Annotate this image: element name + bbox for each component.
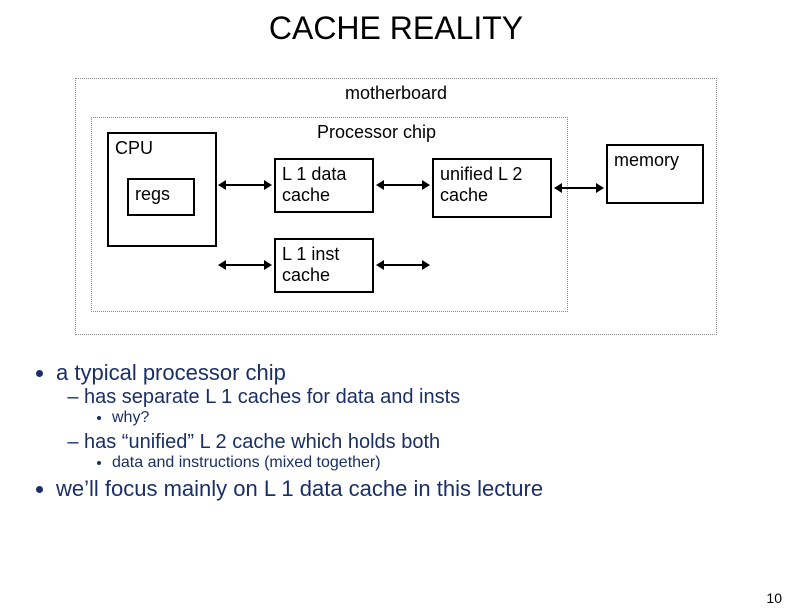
arrow-regs-l1i bbox=[226, 264, 264, 266]
arrow-l1d-l2 bbox=[384, 184, 422, 186]
bullet-item: why? bbox=[112, 409, 758, 427]
motherboard-label: motherboard bbox=[76, 83, 716, 104]
bullet-item: has “unified” L 2 cache which holds both… bbox=[84, 431, 758, 472]
regs-node: regs bbox=[127, 178, 195, 216]
bullet-item: has separate L 1 caches for data and ins… bbox=[84, 386, 758, 427]
processor-chip-label: Processor chip bbox=[317, 122, 436, 143]
l2-cache-node: unified L 2 cache bbox=[432, 158, 552, 218]
page-number: 10 bbox=[766, 590, 782, 606]
bullet-list: a typical processor chip has separate L … bbox=[28, 360, 758, 506]
bullet-text: has separate L 1 caches for data and ins… bbox=[84, 386, 460, 408]
motherboard-box: motherboard Processor chip CPU regs L 1 … bbox=[75, 78, 717, 335]
bullet-item: a typical processor chip has separate L … bbox=[56, 360, 758, 472]
arrow-l1i-l2 bbox=[384, 264, 422, 266]
bullet-item: data and instructions (mixed together) bbox=[112, 454, 758, 472]
bullet-text: a typical processor chip bbox=[56, 360, 286, 385]
bullet-item: we’ll focus mainly on L 1 data cache in … bbox=[56, 476, 758, 502]
l1-data-cache-node: L 1 data cache bbox=[274, 158, 374, 213]
processor-chip-box: Processor chip CPU regs L 1 data cache L… bbox=[91, 117, 568, 312]
arrow-regs-l1d bbox=[226, 184, 264, 186]
l1-inst-cache-node: L 1 inst cache bbox=[274, 238, 374, 293]
memory-node: memory bbox=[606, 144, 704, 204]
bullet-text: has “unified” L 2 cache which holds both bbox=[84, 431, 440, 453]
slide-title: CACHE REALITY bbox=[0, 10, 792, 47]
arrow-l2-memory bbox=[562, 187, 596, 189]
